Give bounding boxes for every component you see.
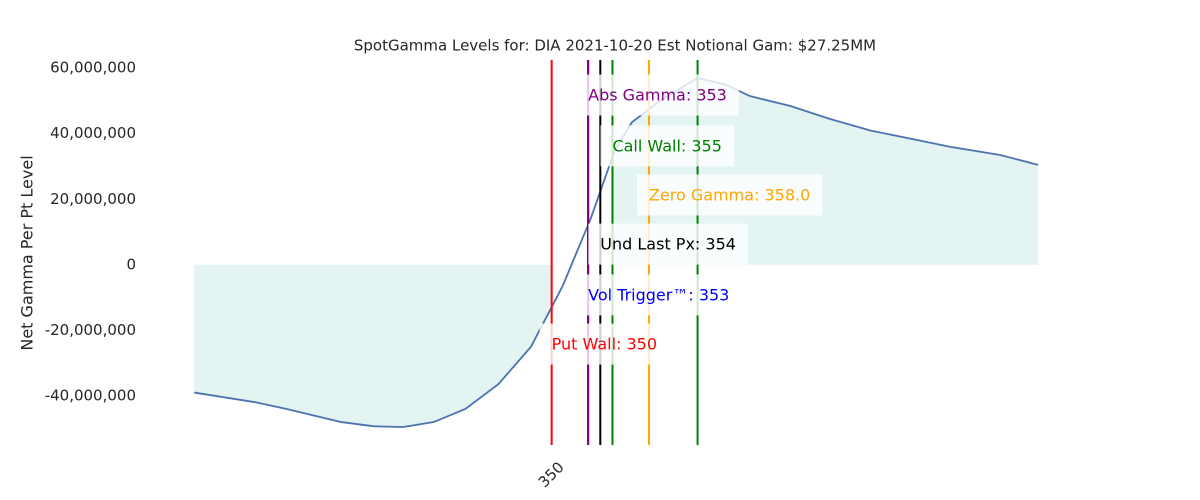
annotation-text: Vol Trigger™: 353 <box>588 285 729 304</box>
annotation: Call Wall: 355 <box>600 125 734 167</box>
annotation-text: Abs Gamma: 353 <box>588 86 727 105</box>
y-tick-label: 40,000,000 <box>50 124 136 142</box>
y-tick-label: -40,000,000 <box>45 386 136 404</box>
y-tick-label: 0 <box>126 255 136 273</box>
annotation-box <box>588 223 748 265</box>
annotation: Abs Gamma: 353 <box>576 74 739 116</box>
annotation-box <box>576 74 739 116</box>
x-tick-label: 350 <box>535 458 568 491</box>
annotation: Und Last Px: 354 <box>588 223 748 265</box>
annotation: Zero Gamma: 358.0 <box>636 174 823 216</box>
annotation-box <box>600 125 734 167</box>
y-tick-label: 60,000,000 <box>50 59 136 77</box>
annotation-text: Call Wall: 355 <box>612 136 721 155</box>
annotation-text: Put Wall: 350 <box>552 335 657 354</box>
chart-title: SpotGamma Levels for: DIA 2021-10-20 Est… <box>354 37 876 55</box>
annotation-box <box>576 274 742 316</box>
y-tick-label: -20,000,000 <box>45 321 136 339</box>
annotation: Vol Trigger™: 353 <box>576 274 742 316</box>
y-tick-label: 20,000,000 <box>50 190 136 208</box>
annotation-text: Zero Gamma: 358.0 <box>649 185 810 204</box>
annotation-box <box>539 323 670 365</box>
annotation: Put Wall: 350 <box>539 323 670 365</box>
annotation-text: Und Last Px: 354 <box>600 235 736 254</box>
annotation-box <box>636 174 823 216</box>
y-axis-label: Net Gamma Per Pt Level <box>18 155 37 350</box>
